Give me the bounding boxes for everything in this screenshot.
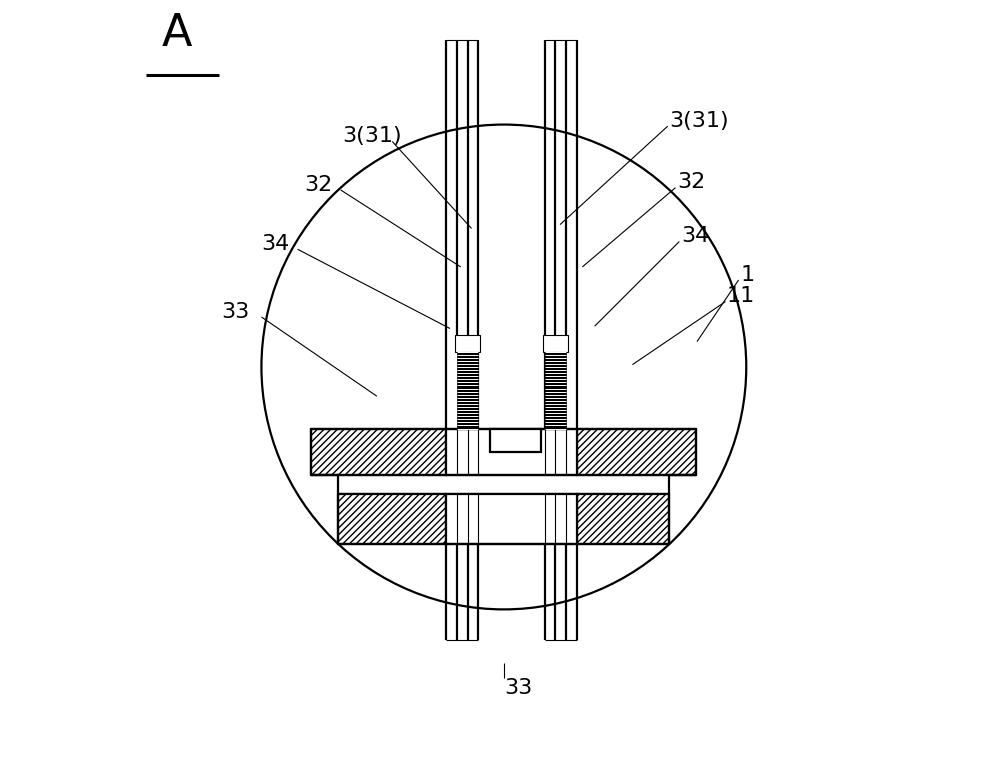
Bar (577, 494, 669, 544)
Bar (446, 494, 577, 544)
Text: 3(31): 3(31) (342, 126, 402, 146)
Bar (543, 335, 568, 352)
Text: 33: 33 (221, 301, 250, 322)
Bar (577, 429, 696, 475)
Bar (311, 429, 446, 475)
Bar (446, 429, 577, 475)
Bar (338, 494, 446, 544)
Text: A: A (161, 12, 192, 56)
Text: 33: 33 (504, 678, 532, 698)
Bar (545, 352, 566, 429)
Text: 34: 34 (681, 226, 709, 246)
Text: 11: 11 (727, 286, 755, 306)
Text: 32: 32 (304, 174, 332, 194)
Text: 1: 1 (740, 264, 754, 284)
Bar (490, 429, 541, 452)
Bar (455, 335, 480, 352)
Text: 34: 34 (261, 234, 290, 254)
Text: 32: 32 (677, 172, 705, 192)
Text: 3(31): 3(31) (669, 111, 729, 131)
Bar (457, 352, 478, 429)
